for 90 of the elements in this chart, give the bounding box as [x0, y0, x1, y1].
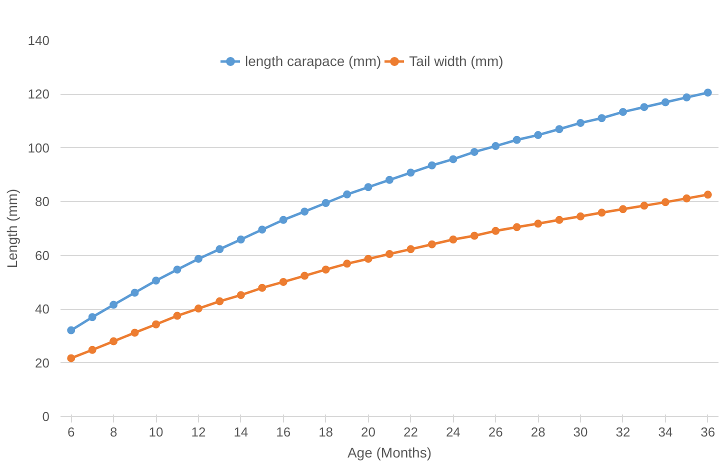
y-tick-label: 120: [28, 86, 50, 102]
point: [279, 278, 288, 286]
x-tick-label: 16: [276, 424, 291, 440]
point: [322, 198, 330, 207]
point: [449, 155, 458, 164]
x-tick-label: 28: [530, 424, 546, 440]
y-tick-label: 100: [28, 140, 50, 156]
point: [492, 142, 500, 150]
point: [258, 284, 266, 292]
point: [279, 216, 288, 224]
y-tick-label: 0: [42, 409, 50, 424]
point: [130, 288, 139, 297]
point: [682, 93, 691, 102]
point: [406, 168, 415, 177]
x-axis-title: Age (Months): [347, 444, 432, 460]
point: [258, 226, 266, 234]
point: [492, 226, 500, 235]
point: [555, 216, 564, 224]
x-tick-label: 36: [700, 424, 716, 440]
point: [618, 108, 627, 116]
point: [194, 304, 202, 313]
point: [236, 236, 245, 244]
point: [67, 326, 76, 334]
point: [364, 183, 372, 192]
point: [704, 190, 712, 199]
point: [386, 176, 394, 184]
x-tick-label: 8: [110, 424, 118, 440]
x-tick-label: 32: [616, 424, 630, 440]
x-tick-label: 18: [318, 424, 334, 440]
point: [555, 125, 564, 134]
point: [386, 250, 394, 258]
point: [661, 98, 670, 106]
point: [300, 208, 309, 216]
point: [130, 328, 139, 337]
point: [236, 291, 245, 300]
point: [618, 205, 627, 214]
point: [216, 245, 224, 254]
y-tick-label: 40: [35, 302, 50, 317]
point: [640, 202, 648, 210]
legend-label: length carapace (mm): [245, 53, 382, 69]
x-tick-label: 24: [446, 424, 460, 440]
point: [704, 88, 712, 97]
y-tick-label: 80: [35, 194, 50, 210]
point: [470, 232, 478, 240]
point: [576, 118, 585, 127]
point: [343, 260, 352, 268]
point: [449, 236, 458, 244]
point: [343, 190, 352, 198]
point: [364, 254, 372, 263]
point: [428, 240, 436, 248]
y-tick-label: 20: [35, 355, 50, 370]
point: [173, 266, 182, 274]
point: [428, 161, 436, 170]
point: [110, 337, 118, 346]
point: [300, 272, 309, 280]
x-tick-label: 6: [68, 424, 75, 440]
point: [598, 114, 606, 122]
x-tick-label: 20: [361, 424, 376, 440]
x-tick-label: 26: [488, 424, 503, 440]
x-tick-label: 34: [658, 424, 673, 440]
x-tick-label: 30: [573, 424, 588, 440]
point: [576, 212, 585, 220]
point: [67, 354, 76, 362]
point: [88, 313, 96, 322]
x-tick-label: 14: [234, 424, 248, 440]
point: [322, 266, 330, 274]
point: [152, 320, 160, 328]
x-tick-label: 12: [191, 424, 206, 440]
x-tick-label: 22: [403, 424, 418, 440]
x-tick-label: 10: [148, 424, 164, 440]
point: [598, 208, 606, 217]
y-axis-title: Length (mm): [4, 188, 20, 268]
point: [661, 198, 670, 206]
point: [640, 103, 648, 112]
y-tick-label: 140: [28, 33, 50, 48]
point: [173, 312, 182, 320]
legend-label: Tail width (mm): [409, 53, 504, 69]
point: [216, 297, 224, 306]
point: [534, 131, 542, 140]
point: [88, 346, 96, 354]
point: [194, 254, 202, 263]
point: [470, 148, 478, 156]
point: [682, 194, 691, 202]
point: [534, 220, 542, 228]
point: [512, 223, 521, 232]
point: [512, 136, 521, 144]
point: [406, 245, 415, 254]
point: [110, 300, 118, 309]
point: [152, 276, 160, 285]
y-tick-label: 60: [35, 248, 50, 263]
